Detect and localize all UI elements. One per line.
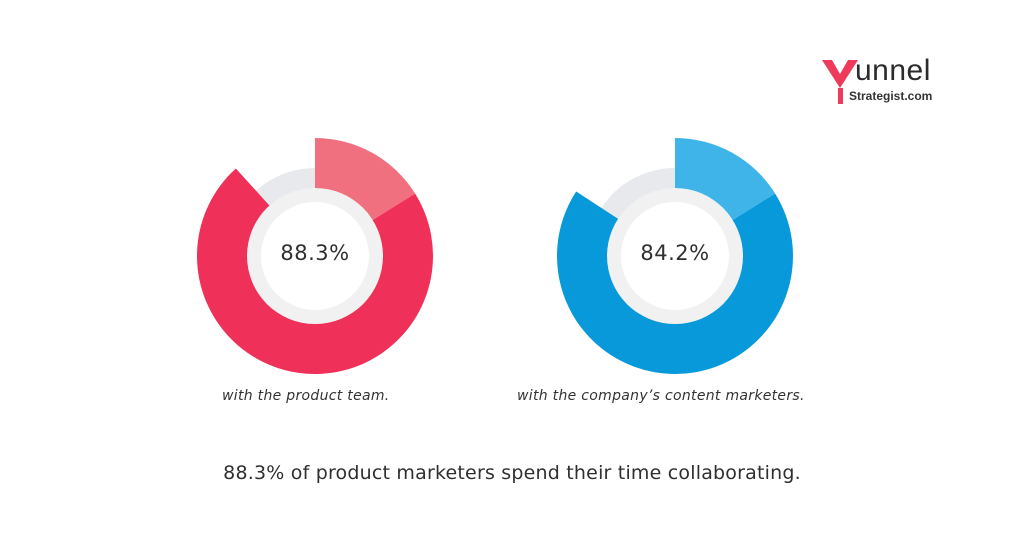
headline-text: 88.3% of product marketers spend their t… bbox=[223, 462, 801, 484]
logo-domain: Strategist.com bbox=[849, 89, 933, 103]
donut-center-hole bbox=[621, 202, 729, 310]
donut-center-value: 84.2% bbox=[640, 241, 710, 265]
funnel-strategist-logo: unnel Strategist.com bbox=[818, 52, 958, 112]
caption-content-marketers: with the company’s content marketers. bbox=[517, 388, 805, 404]
donut-chart-content-marketers: 84.2% bbox=[547, 128, 803, 384]
donut-chart-svg bbox=[557, 138, 793, 375]
donut-chart-svg bbox=[197, 138, 433, 374]
donut-center-hole bbox=[261, 202, 369, 310]
logo-wordmark: unnel bbox=[855, 54, 931, 87]
donut-chart-product-team: 88.3% bbox=[187, 128, 443, 384]
funnel-logo-mark bbox=[822, 60, 858, 104]
caption-product-team: with the product team. bbox=[222, 388, 390, 404]
donut-center-value: 88.3% bbox=[280, 241, 350, 265]
